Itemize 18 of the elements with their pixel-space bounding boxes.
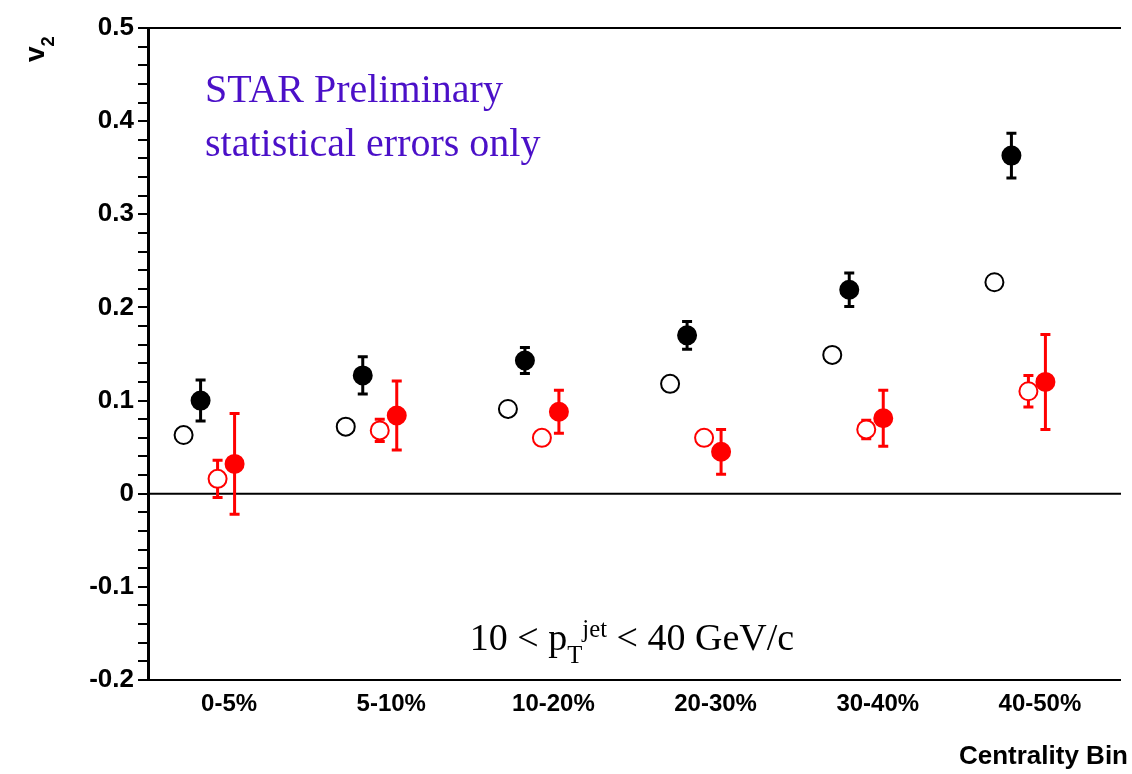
y-tick-label: 0.3 bbox=[97, 197, 134, 228]
y-tick-label: 0.5 bbox=[97, 11, 134, 42]
x-axis-title: Centrality Bin bbox=[958, 740, 1128, 770]
y-tick-label: -0.1 bbox=[89, 570, 134, 601]
y-axis-title: v2 bbox=[19, 36, 58, 62]
y-tick-label: 0 bbox=[119, 476, 134, 507]
x-tick-label: 0-5% bbox=[201, 689, 258, 717]
y-tick-label: -0.2 bbox=[89, 663, 134, 694]
x-tick-label: 40-50% bbox=[998, 689, 1082, 717]
y-tick-label: 0.4 bbox=[97, 104, 135, 135]
x-tick-label: 30-40% bbox=[836, 689, 920, 717]
x-tick-label: 10-20% bbox=[512, 689, 595, 717]
y-tick-label: 0.2 bbox=[97, 290, 134, 321]
y-tick-label: 0.1 bbox=[97, 383, 134, 414]
x-tick-label: 20-30% bbox=[674, 689, 757, 717]
annotation: STAR Preliminary bbox=[205, 66, 503, 111]
annotation: statistical errors only bbox=[205, 120, 541, 165]
x-tick-label: 5-10% bbox=[356, 689, 426, 717]
